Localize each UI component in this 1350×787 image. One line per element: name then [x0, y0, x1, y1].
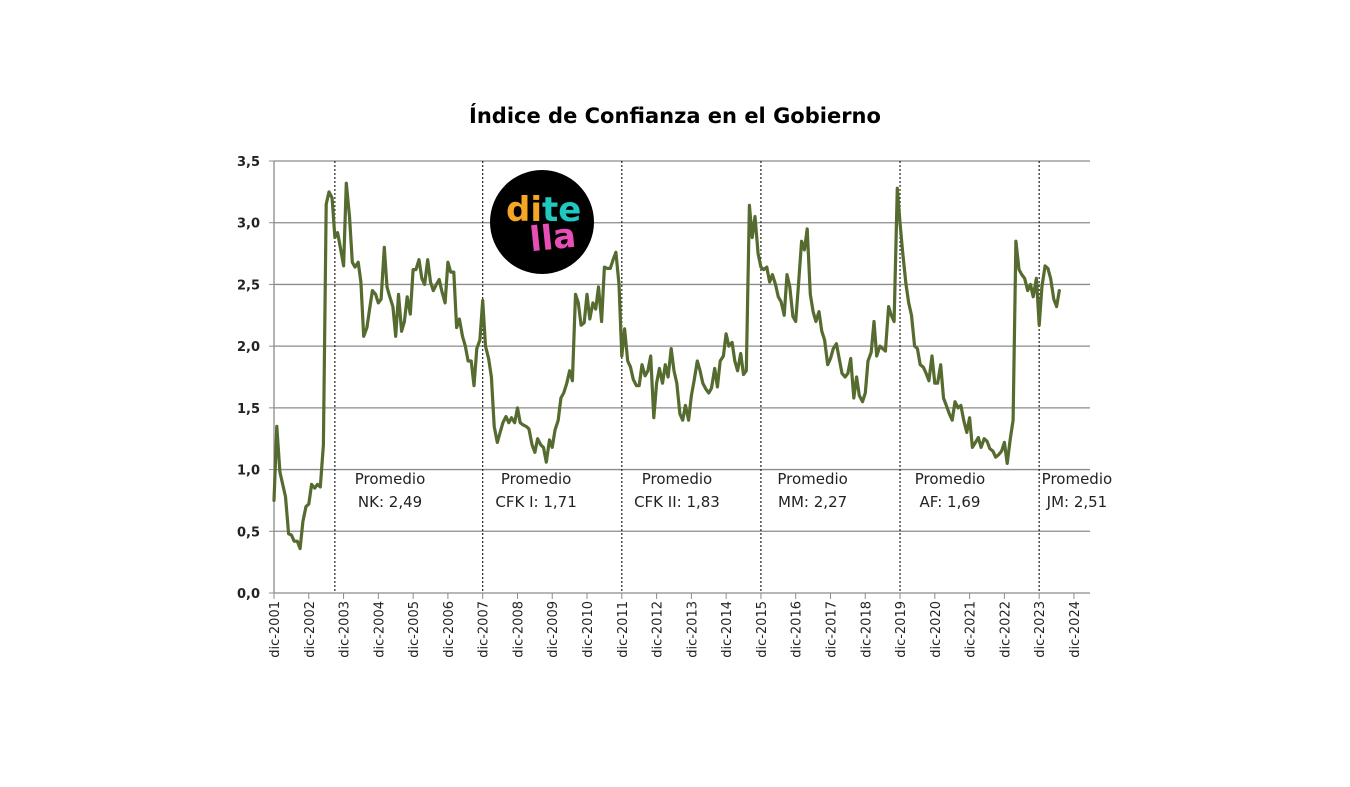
annotation-value: CFK I: 1,71 [495, 493, 576, 511]
x-tick-label: dic-2018 [859, 601, 874, 658]
x-tick-label: dic-2002 [303, 601, 318, 658]
x-tick-label: dic-2007 [477, 601, 492, 658]
y-axis: 0,0 0,5 1,0 1,5 2,0 2,5 3,0 3,5 [237, 155, 275, 602]
series-line [272, 181, 1061, 551]
logo-text-di: di [506, 190, 542, 230]
x-tick-label: dic-2012 [651, 601, 666, 658]
y-tick-label: 1,5 [237, 402, 260, 417]
x-tick-label: dic-2017 [824, 601, 839, 658]
y-tick-label: 2,0 [237, 340, 260, 355]
logo-text-te: te [542, 190, 581, 230]
annotation-label: Promedio [777, 470, 848, 488]
x-tick-label: dic-2020 [929, 601, 944, 658]
x-tick-label: dic-2016 [790, 601, 805, 658]
y-tick-label: 3,0 [237, 217, 260, 232]
x-tick-label: dic-2010 [581, 601, 596, 658]
logo-circle [490, 170, 594, 274]
annotation-label: Promedio [355, 470, 426, 488]
annotation-label: Promedio [501, 470, 572, 488]
annotation-label: Promedio [642, 470, 713, 488]
x-tick-label: dic-2015 [755, 601, 770, 658]
x-tick-label: dic-2004 [372, 601, 387, 658]
logo-text-lla: lla [528, 216, 578, 261]
annotation-value: JM: 2,51 [1046, 493, 1108, 511]
y-tick-label: 3,5 [237, 155, 260, 170]
x-tick-label: dic-2021 [964, 601, 979, 658]
ditella-logo: di te lla [490, 170, 594, 274]
x-tick-label: dic-2013 [685, 601, 700, 658]
annotation-value: NK: 2,49 [358, 493, 422, 511]
annotation-label: Promedio [915, 470, 986, 488]
x-tick-label: dic-2005 [407, 601, 422, 658]
y-tick-label: 0,0 [237, 587, 260, 602]
gridlines [274, 160, 1090, 532]
annotation-value: MM: 2,27 [778, 493, 847, 511]
x-tick-label: dic-2019 [894, 601, 909, 658]
x-tick-label: dic-2008 [511, 601, 526, 658]
x-tick-label: dic-2003 [338, 601, 353, 658]
x-tick-label: dic-2006 [442, 601, 457, 658]
y-tick-label: 0,5 [237, 525, 260, 540]
annotation-value: AF: 1,69 [920, 493, 981, 511]
annotation-value: CFK II: 1,83 [634, 493, 720, 511]
x-tick-label: dic-2014 [720, 601, 735, 658]
y-tick-label: 1,0 [237, 464, 260, 479]
x-tick-label: dic-2001 [268, 601, 283, 658]
x-axis: dic-2001 dic-2002 dic-2003 dic-2004 dic-2005… [268, 592, 1090, 658]
x-tick-label: dic-2011 [616, 601, 631, 658]
period-dividers [334, 161, 1040, 593]
x-tick-label: dic-2009 [546, 601, 561, 658]
annotation-label: Promedio [1042, 470, 1113, 488]
x-tick-label: dic-2024 [1068, 601, 1083, 658]
period-annotations: Promedio NK: 2,49 Promedio CFK I: 1,71 Prome… [355, 470, 1112, 511]
chart-title: Índice de Confianza en el Gobierno [469, 104, 881, 128]
x-tick-label: dic-2023 [1033, 601, 1048, 658]
x-tick-label: dic-2022 [998, 601, 1013, 658]
y-tick-label: 2,5 [237, 278, 260, 293]
